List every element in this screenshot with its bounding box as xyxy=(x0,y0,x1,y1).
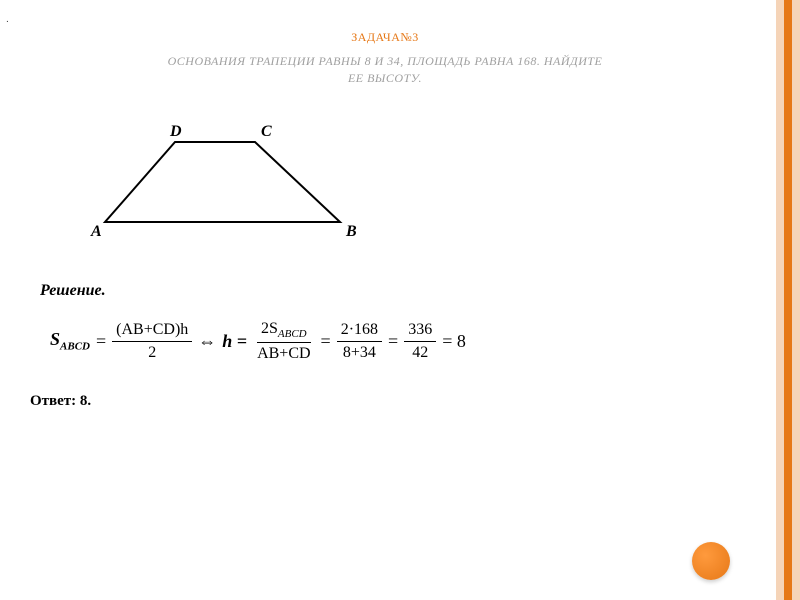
answer-value: 8. xyxy=(80,393,91,409)
top-dot: . xyxy=(6,14,9,25)
formula-lhs: SABCD xyxy=(50,329,90,353)
trapezoid-shape xyxy=(105,142,340,222)
problem-statement: ОСНОВАНИЯ ТРАПЕЦИИ РАВНЫ 8 И 34, ПЛОЩАДЬ… xyxy=(30,53,740,87)
h-equals: h = xyxy=(222,331,247,352)
fraction-2: 2SABCD AB+CD xyxy=(253,320,314,363)
equals-2: = xyxy=(321,331,331,352)
next-button[interactable] xyxy=(692,542,730,580)
slide-content: . ЗАДАЧА№3 ОСНОВАНИЯ ТРАПЕЦИИ РАВНЫ 8 И … xyxy=(0,0,800,600)
fraction-4: 336 42 xyxy=(404,321,436,362)
problem-title: ЗАДАЧА№3 xyxy=(30,30,740,45)
vertex-D: D xyxy=(169,123,182,140)
result: = 8 xyxy=(442,331,466,352)
trapezoid-diagram: D C A B xyxy=(80,117,740,252)
statement-line1: ОСНОВАНИЯ ТРАПЕЦИИ РАВНЫ 8 И 34, ПЛОЩАДЬ… xyxy=(168,54,603,68)
fraction-3: 2·168 8+34 xyxy=(337,321,382,362)
statement-line2: ЕЕ ВЫСОТУ. xyxy=(348,71,422,85)
equals-1: = xyxy=(96,331,106,352)
equals-3: = xyxy=(388,331,398,352)
solution-formula: SABCD = (AB+CD)h 2 ⇔ h = 2SABCD AB+CD = … xyxy=(50,320,740,363)
trapezoid-svg: D C A B xyxy=(80,117,370,247)
vertex-C: C xyxy=(261,123,272,140)
vertex-A: A xyxy=(90,223,102,240)
vertex-B: B xyxy=(345,223,357,240)
problem-number: ЗАДАЧА№3 xyxy=(351,30,419,44)
iff-arrow: ⇔ xyxy=(198,331,216,352)
answer-label: Ответ: xyxy=(30,393,80,409)
solution-label: Решение. xyxy=(40,282,740,300)
fraction-1: (AB+CD)h 2 xyxy=(112,321,192,362)
answer: Ответ: 8. xyxy=(30,393,740,410)
